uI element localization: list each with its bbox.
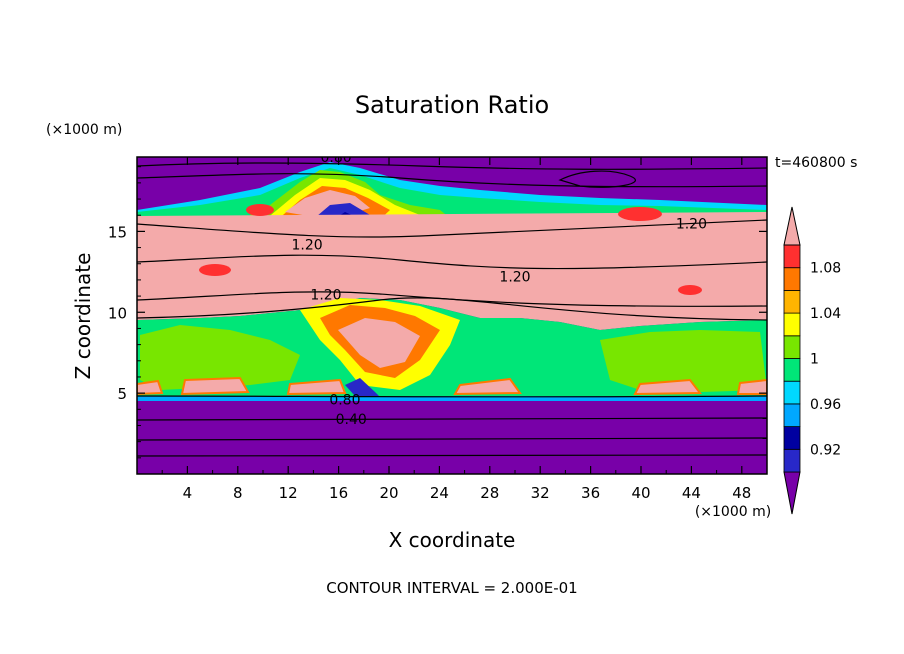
y-axis-ticks: 5 10 15 <box>108 166 767 459</box>
light-green-patch-left <box>140 325 300 390</box>
time-label: t=460800 s <box>775 155 857 171</box>
colorbar-tick-label: 1 <box>810 352 819 368</box>
contour-label: 0.80 <box>320 150 351 166</box>
contour-line-2 <box>137 162 767 170</box>
colorbar-top-arrow <box>783 206 801 246</box>
x-tick-label: 12 <box>279 484 298 502</box>
colorbar-swatch <box>783 335 801 359</box>
supersat-blob-3 <box>678 285 702 295</box>
colorbar-swatch <box>783 403 801 427</box>
lower-dry-layer <box>137 401 767 474</box>
colorbar-swatch <box>783 244 801 269</box>
colorbar-swatch <box>783 289 801 314</box>
low-cloud-blob-4 <box>633 378 703 396</box>
contour-line-4 <box>137 254 767 270</box>
x-unit-label: (×1000 m) <box>695 504 771 520</box>
contour-line-11 <box>558 170 636 188</box>
low-cloud-blob-2 <box>286 378 347 396</box>
contour-line-7 <box>137 395 767 398</box>
x-tick-label: 40 <box>631 484 650 502</box>
x-axis-label: X coordinate <box>389 528 516 552</box>
contour-line-3 <box>137 219 767 238</box>
colorbar-tick-label: 1.04 <box>810 306 841 322</box>
x-tick-label: 20 <box>379 484 398 502</box>
contour-line-1 <box>137 173 767 188</box>
colorbar-swatch <box>783 426 801 450</box>
footer-text: CONTOUR INTERVAL = 2.000E-01 <box>326 579 577 597</box>
colorbar-swatch <box>783 448 801 473</box>
low-cloud-blob-5 <box>736 378 767 395</box>
low-cloud-blob-1 <box>180 376 250 396</box>
colorbar-tick-label: 1.08 <box>810 261 841 277</box>
contour-line-8 <box>137 417 767 421</box>
contour-label: 1.20 <box>676 216 707 232</box>
colorbar: 0.92 0.96 1 1.04 1.08 <box>783 206 841 515</box>
contour-label: 1.20 <box>499 270 530 286</box>
y-axis-label: Z coordinate <box>71 253 95 380</box>
colorbar-bottom-arrow <box>783 471 801 515</box>
colorbar-swatch <box>783 358 801 382</box>
x-tick-label: 44 <box>682 484 701 502</box>
contour-line-9 <box>137 437 767 441</box>
supersat-blob-4 <box>246 204 274 216</box>
y-tick-label: 10 <box>108 304 127 322</box>
x-tick-label: 48 <box>732 484 751 502</box>
x-tick-label: 36 <box>581 484 600 502</box>
x-tick-label: 24 <box>430 484 449 502</box>
colorbar-tick-label: 0.96 <box>810 397 841 413</box>
chart-title: Saturation Ratio <box>355 91 549 119</box>
colorbar-swatch <box>783 380 801 405</box>
colorbar-swatch <box>783 312 801 337</box>
x-tick-label: 8 <box>233 484 243 502</box>
plot-frame <box>136 156 768 475</box>
x-tick-label: 4 <box>183 484 193 502</box>
contour-line-5 <box>137 291 767 307</box>
contour-label: 0.40 <box>336 412 367 428</box>
low-cloud-blob-3 <box>453 377 522 396</box>
supersat-blob-1 <box>199 264 231 276</box>
plot-field: 0.80 1.20 1.20 1.20 1.20 0.80 0.40 <box>137 150 767 474</box>
contour-label: 1.20 <box>292 237 323 253</box>
light-green-patch-right <box>600 330 767 392</box>
colorbar-tick-label: 0.92 <box>810 442 841 458</box>
mid-convective-pink <box>338 318 420 368</box>
supersaturated-layer <box>137 212 767 330</box>
contour-line-10 <box>137 454 767 457</box>
low-cloud-blob-6 <box>137 379 164 396</box>
y-unit-label: (×1000 m) <box>46 122 122 138</box>
y-tick-label: 5 <box>117 385 127 403</box>
contour-lines <box>137 162 767 457</box>
colorbar-swatch <box>783 267 801 291</box>
contour-label: 1.20 <box>310 287 341 303</box>
contour-label: 0.80 <box>329 393 360 409</box>
x-axis-ticks: 4 8 12 16 20 24 28 32 36 40 44 48 <box>161 157 751 502</box>
x-tick-label: 28 <box>480 484 499 502</box>
y-tick-label: 15 <box>108 223 127 241</box>
x-tick-label: 32 <box>531 484 550 502</box>
contour-line-6 <box>137 297 767 321</box>
x-tick-label: 16 <box>329 484 348 502</box>
contour-labels: 0.80 1.20 1.20 1.20 1.20 0.80 0.40 <box>292 150 707 428</box>
supersat-blob-2 <box>618 207 662 221</box>
